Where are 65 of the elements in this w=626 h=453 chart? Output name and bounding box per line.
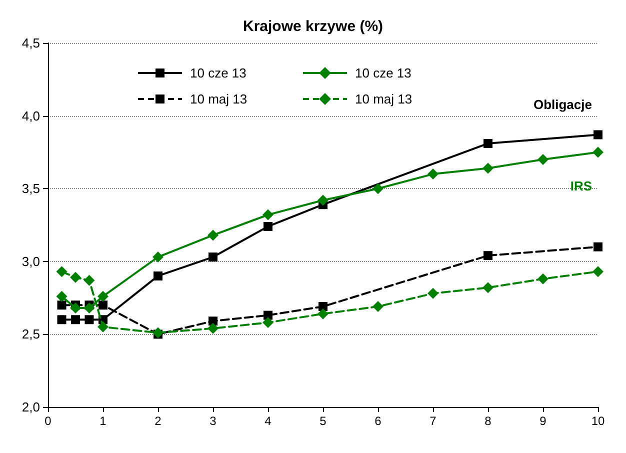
point (318, 194, 328, 206)
point (592, 146, 604, 158)
y-tick-label: 3,5 (22, 181, 40, 196)
point (71, 315, 80, 324)
y-tick-label: 3,0 (22, 254, 40, 269)
point (57, 315, 66, 324)
point (208, 316, 218, 326)
point (318, 302, 328, 312)
point (56, 290, 68, 302)
point (57, 300, 66, 310)
legend-label: 10 maj 13 (190, 92, 248, 106)
x-tick-label: 5 (320, 414, 327, 428)
x-tick-label: 0 (44, 414, 52, 428)
annotation: IRS (570, 178, 592, 194)
point (594, 130, 602, 140)
point (264, 310, 272, 320)
point (428, 168, 438, 180)
point (208, 322, 218, 334)
point (154, 271, 162, 280)
point (98, 290, 108, 302)
point (484, 251, 492, 260)
x-tick-label: 7 (430, 414, 437, 428)
point (84, 315, 94, 324)
x-tick-label: 9 (540, 414, 547, 428)
point (428, 288, 438, 299)
x-tick-label: 2 (154, 414, 162, 428)
x-tick-label: 4 (264, 414, 272, 428)
point (372, 301, 384, 312)
legend-label: 10 cze 13 (355, 66, 412, 80)
legend-label: 10 maj 13 (355, 92, 412, 106)
point (98, 321, 108, 332)
chart-title: Krajowe krzywe (%) (242, 18, 384, 35)
point (482, 282, 494, 294)
x-tick-label: 3 (210, 414, 217, 428)
y-tick-label: 4,5 (22, 36, 40, 50)
point (56, 266, 68, 278)
point (592, 266, 604, 278)
point (70, 272, 81, 283)
point (318, 308, 328, 320)
y-tick-label: 4,0 (22, 108, 40, 124)
annotation: Obligacje (533, 97, 592, 112)
point (70, 302, 81, 314)
point (262, 209, 274, 220)
x-tick-label: 8 (484, 414, 492, 428)
point (152, 327, 164, 338)
x-tick-label: 6 (374, 414, 382, 428)
point (152, 252, 164, 263)
y-tick-label: 2,0 (22, 400, 40, 414)
point (594, 242, 602, 252)
x-tick-label: 10 (591, 414, 605, 428)
legend-label: 10 cze 13 (190, 66, 246, 80)
point (538, 154, 548, 165)
point (482, 162, 494, 174)
point (208, 252, 218, 262)
point (484, 138, 492, 148)
point (84, 302, 95, 314)
point (262, 317, 274, 328)
point (264, 222, 272, 231)
point (208, 230, 218, 241)
x-tick-label: 1 (100, 414, 107, 428)
y-tick-label: 2,5 (22, 326, 40, 342)
point (372, 183, 384, 194)
point (538, 273, 548, 284)
point (98, 300, 108, 310)
point (84, 274, 95, 286)
